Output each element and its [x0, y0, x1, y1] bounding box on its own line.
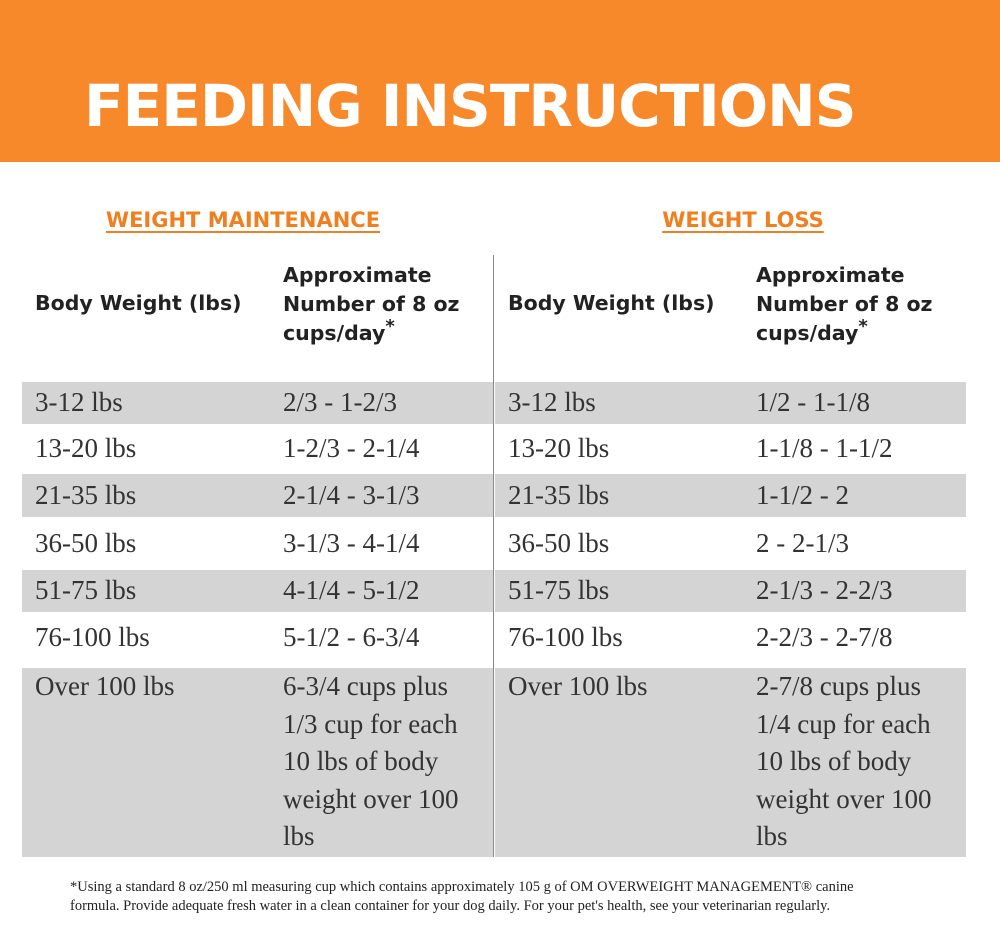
- table-cell: 21-35 lbs: [508, 479, 610, 510]
- table-cell: 2/3 - 1-2/3: [283, 387, 397, 418]
- table-row: [495, 474, 966, 517]
- table-cell: 36-50 lbs: [508, 527, 610, 558]
- table-row: [22, 382, 493, 424]
- table-cell: 36-50 lbs: [35, 527, 137, 558]
- table-cell: 4-1/4 - 5-1/2: [283, 575, 420, 606]
- title: FEEDING INSTRUCTIONS: [84, 72, 856, 140]
- table-cell: 13-20 lbs: [35, 433, 137, 464]
- table-cell: 51-75 lbs: [508, 575, 610, 606]
- table-row: [22, 612, 493, 664]
- section-heading: WEIGHT MAINTENANCE: [105, 208, 381, 232]
- table-row: [495, 382, 966, 424]
- column-header: Approximate Number of 8 oz cups/day*: [756, 263, 933, 345]
- table-cell: 2 - 2-1/3: [756, 527, 849, 558]
- banner: FEEDING INSTRUCTIONS: [0, 0, 1000, 162]
- table-cell: 3-1/3 - 4-1/4: [283, 527, 420, 558]
- table-cell: 1-2/3 - 2-1/4: [283, 433, 420, 464]
- table-cell: Over 100 lbs: [35, 671, 175, 701]
- table-row: [495, 668, 966, 857]
- table-cell: 3-12 lbs: [508, 387, 596, 418]
- table-cell: 2-7/8 cups plus 1/4 cup for each 10 lbs …: [756, 671, 932, 851]
- table-cell: 13-20 lbs: [508, 433, 610, 464]
- table-cell: 21-35 lbs: [35, 479, 137, 510]
- table-row: [22, 668, 493, 857]
- table-cell: 3-12 lbs: [35, 387, 123, 418]
- table-cell: 2-2/3 - 2-7/8: [756, 622, 893, 653]
- table-cell: 51-75 lbs: [35, 575, 137, 606]
- table-row: [495, 424, 966, 474]
- table-row: [22, 517, 493, 570]
- footnote: *Using a standard 8 oz/250 ml measuring …: [70, 879, 854, 914]
- table-row: [22, 474, 493, 517]
- column-header: Body Weight (lbs): [35, 291, 242, 315]
- table-cell: 1/2 - 1-1/8: [756, 387, 870, 418]
- table-row: [495, 570, 966, 612]
- section-heading: WEIGHT LOSS: [662, 208, 824, 232]
- table-cell: 1-1/8 - 1-1/2: [756, 433, 893, 464]
- column-header: Approximate Number of 8 oz cups/day*: [283, 263, 460, 345]
- column-header: Body Weight (lbs): [508, 291, 715, 315]
- table-cell: 1-1/2 - 2: [756, 479, 849, 510]
- table-cell: 5-1/2 - 6-3/4: [283, 622, 420, 653]
- table-cell: Over 100 lbs: [508, 671, 648, 701]
- table-cell: 76-100 lbs: [508, 622, 623, 653]
- table-row: [22, 570, 493, 612]
- table-row: [495, 517, 966, 570]
- table-row: [495, 612, 966, 664]
- footnote-mark: *: [858, 316, 868, 337]
- table-cell: 2-1/3 - 2-2/3: [756, 575, 893, 606]
- table-row: [22, 424, 493, 474]
- footnote-mark: *: [385, 316, 395, 337]
- divider: [493, 255, 494, 857]
- table-cell: 6-3/4 cups plus 1/3 cup for each 10 lbs …: [283, 671, 459, 851]
- table-cell: 76-100 lbs: [35, 622, 150, 653]
- table-cell: 2-1/4 - 3-1/3: [283, 479, 420, 510]
